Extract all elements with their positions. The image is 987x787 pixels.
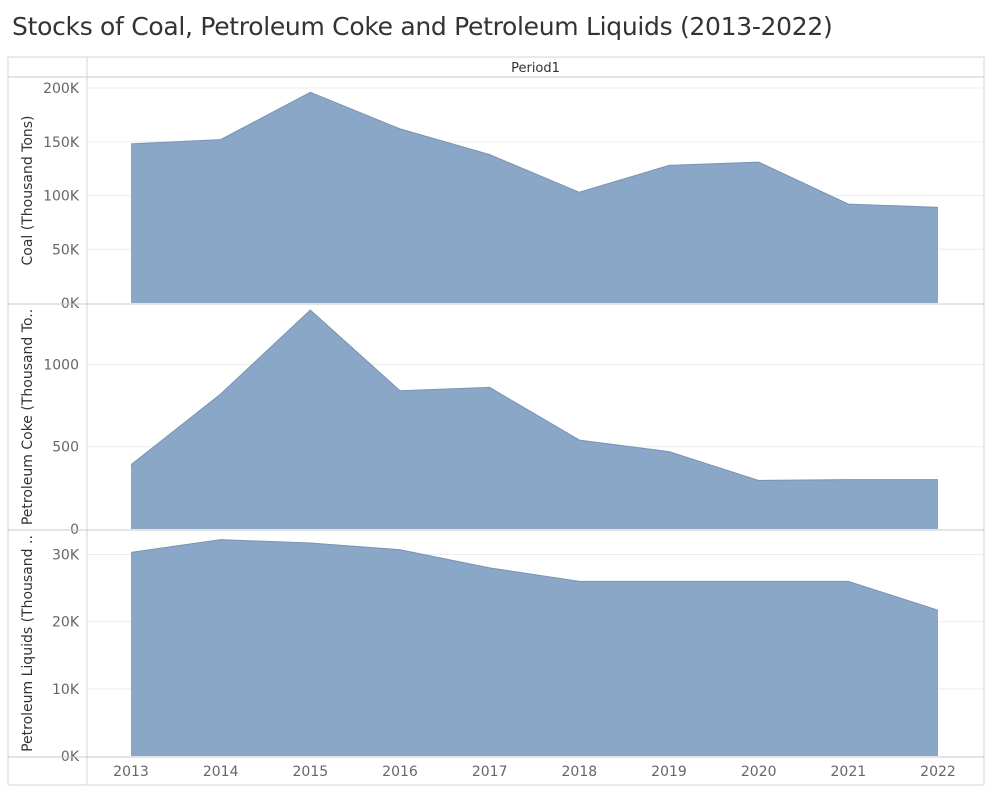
x-tick-label: 2019 [651, 764, 687, 780]
x-tick-label: 2016 [382, 764, 418, 780]
x-tick-label: 2014 [203, 764, 239, 780]
y-tick-label: 150K [43, 135, 80, 151]
y-tick-label: 10K [52, 682, 80, 698]
x-tick-label: 2021 [831, 764, 867, 780]
area-fill [131, 310, 938, 529]
y-tick-label: 50K [52, 242, 80, 258]
y-axis-label: Coal (Thousand Tons) [20, 115, 36, 265]
x-tick-label: 2013 [113, 764, 149, 780]
y-axis-label: Petroleum Coke (Thousand To.. [20, 309, 36, 525]
y-axis-label: Petroleum Liquids (Thousand .. [20, 535, 36, 752]
x-tick-label: 2018 [562, 764, 598, 780]
x-tick-label: 2015 [293, 764, 329, 780]
column-header: Period1 [511, 61, 560, 76]
area-line [130, 309, 938, 481]
x-tick-label: 2022 [920, 764, 956, 780]
y-tick-label: 1000 [43, 357, 79, 373]
y-tick-label: 20K [52, 615, 80, 631]
y-tick-label: 30K [52, 547, 80, 563]
chart-title: Stocks of Coal, Petroleum Coke and Petro… [12, 12, 833, 41]
x-tick-label: 2020 [741, 764, 777, 780]
area-line [130, 539, 939, 611]
y-tick-label: 500 [52, 440, 79, 456]
y-tick-label: 100K [43, 189, 80, 205]
y-tick-label: 200K [43, 81, 80, 97]
area-fill [131, 539, 938, 756]
area-line [130, 91, 939, 208]
x-tick-label: 2017 [472, 764, 508, 780]
area-fill [131, 92, 938, 303]
